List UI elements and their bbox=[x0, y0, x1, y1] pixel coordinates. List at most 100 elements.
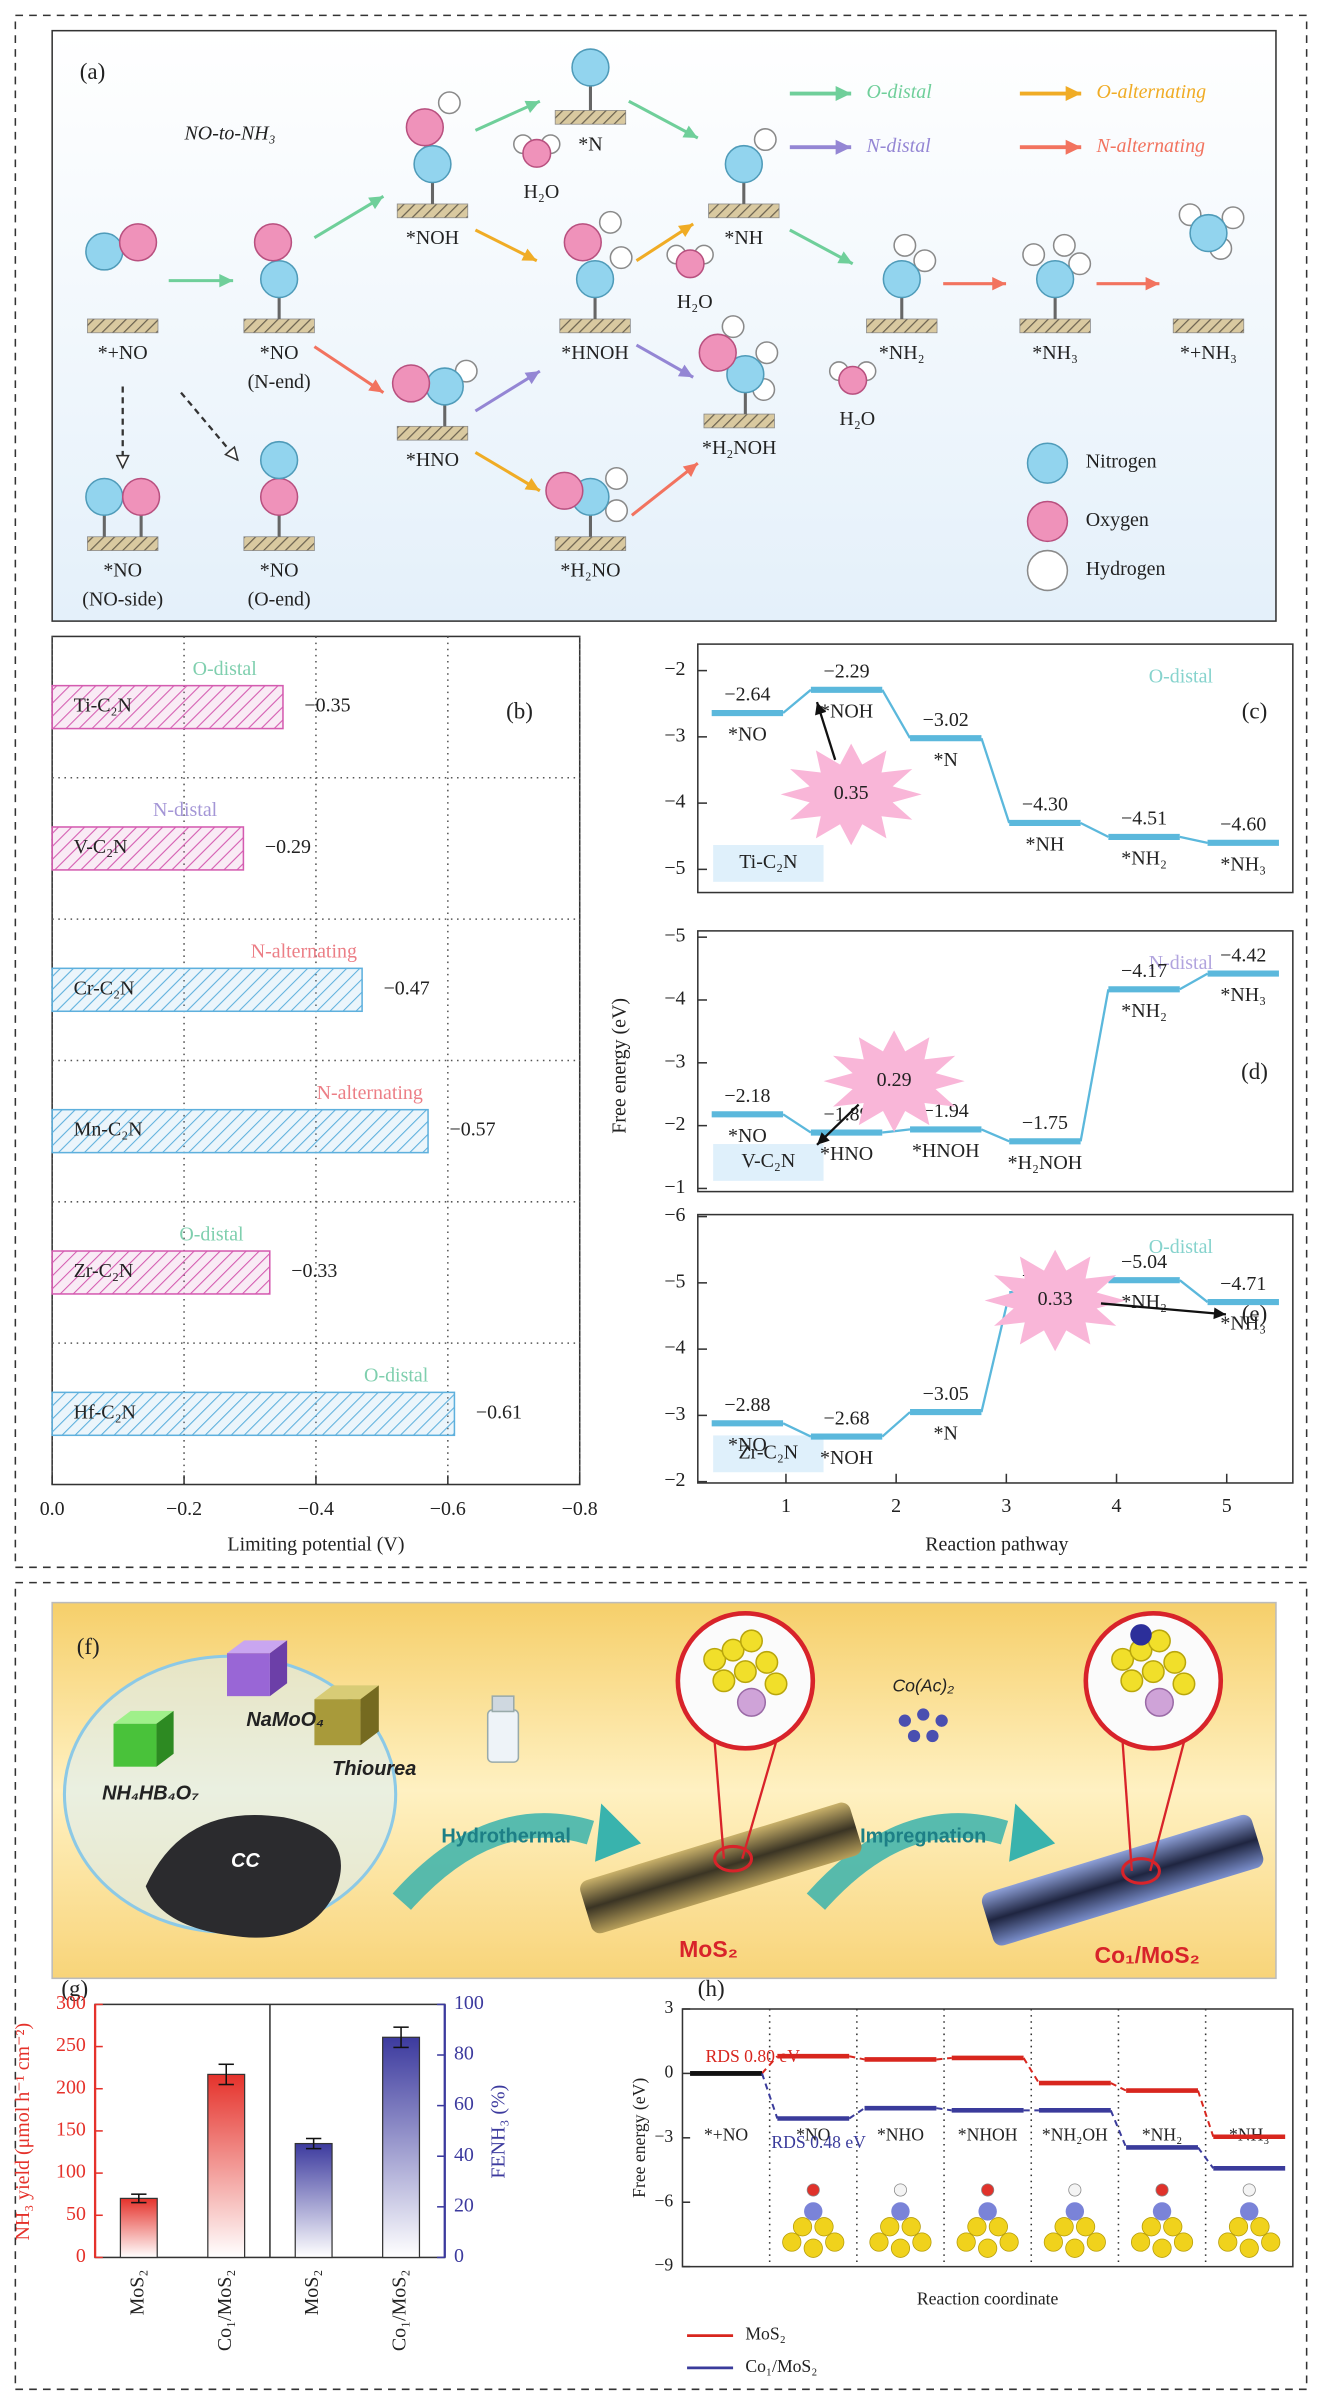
cube-top bbox=[113, 1710, 174, 1724]
sulfur-atom bbox=[1228, 2217, 1249, 2237]
barrier-label: 0.29 bbox=[877, 1069, 912, 1091]
catalyst-box bbox=[713, 1144, 824, 1181]
barrier-burst bbox=[823, 1030, 965, 1132]
panel-label: (a) bbox=[80, 59, 106, 84]
sulfur-atom bbox=[782, 2232, 802, 2252]
adsorbate bbox=[1068, 2183, 1082, 2197]
value-label: −4.42 bbox=[1220, 944, 1266, 966]
atom-legend-label: Nitrogen bbox=[1086, 451, 1157, 473]
sulfur-atom bbox=[739, 1629, 763, 1653]
substrate-label: CC bbox=[231, 1850, 260, 1872]
atom bbox=[1035, 259, 1075, 299]
error-bar bbox=[305, 2137, 322, 2150]
connector bbox=[881, 689, 912, 739]
state-label: *NO bbox=[260, 342, 299, 364]
surface bbox=[703, 413, 775, 429]
value-label: −0.33 bbox=[291, 1260, 337, 1282]
bar bbox=[51, 967, 363, 1013]
connector bbox=[1197, 2146, 1215, 2169]
panel-label: (h) bbox=[698, 1976, 725, 2001]
state-label: *N bbox=[934, 749, 958, 771]
lens-line bbox=[1121, 1742, 1133, 1872]
sulfur-atom bbox=[912, 2232, 932, 2252]
y-tick-label: −6 bbox=[664, 1204, 685, 1226]
y-tick-label: −4 bbox=[664, 988, 685, 1010]
surface bbox=[243, 536, 315, 551]
value-label: −0.57 bbox=[450, 1119, 496, 1141]
surface bbox=[554, 536, 627, 551]
state-note: (N-end) bbox=[248, 371, 311, 393]
bar bbox=[51, 826, 245, 871]
connector bbox=[761, 2073, 779, 2119]
plot-frame bbox=[697, 643, 1294, 894]
reaction-arrow-head bbox=[1145, 277, 1160, 291]
y-axis-label: Free energy (eV) bbox=[609, 998, 631, 1134]
panel-label: (c) bbox=[1242, 698, 1268, 723]
autoclave bbox=[486, 1709, 520, 1763]
adsorbate bbox=[981, 2183, 995, 2197]
x-tick-label: −0.2 bbox=[166, 1498, 202, 1520]
y-tick-label: −4 bbox=[664, 1337, 685, 1359]
value-label: −2.68 bbox=[824, 1407, 870, 1429]
atom bbox=[605, 499, 629, 523]
y-tick-label: −2 bbox=[664, 1113, 685, 1135]
state-label: *NH₃ bbox=[1220, 984, 1266, 1006]
co-dot bbox=[926, 1729, 939, 1743]
barrier-burst bbox=[984, 1249, 1126, 1352]
step-label: Hydrothermal bbox=[441, 1826, 571, 1848]
atom bbox=[753, 128, 777, 152]
state-note: (NO-side) bbox=[82, 589, 163, 611]
product-label: MoS₂ bbox=[679, 1936, 738, 1962]
connector bbox=[1179, 835, 1208, 844]
sulfur-atom bbox=[890, 2238, 911, 2258]
y-tick-label: 0 bbox=[76, 2245, 86, 2267]
y-tick-label: −5 bbox=[664, 925, 685, 947]
atom bbox=[598, 210, 622, 234]
surface bbox=[708, 203, 780, 219]
mo-atom bbox=[978, 2202, 997, 2221]
connector bbox=[980, 1128, 1010, 1143]
state-label: *N bbox=[578, 133, 602, 155]
reagent-label: Thiourea bbox=[332, 1758, 416, 1780]
lens-line bbox=[1149, 1741, 1186, 1872]
y-axis-label: NH₃ yield (μmol h⁻¹ cm⁻²) bbox=[12, 2023, 34, 2241]
connector bbox=[980, 737, 1011, 824]
legend-arrow-head bbox=[1065, 139, 1082, 155]
x-tick-label: −0.6 bbox=[430, 1498, 466, 1520]
bar bbox=[51, 1391, 456, 1437]
reaction-arrow-head bbox=[524, 371, 540, 385]
legend-label: N-distal bbox=[866, 135, 932, 157]
barrier-arrow-head bbox=[1213, 1307, 1226, 1320]
autoclave-cap bbox=[491, 1695, 515, 1713]
atom bbox=[1189, 213, 1228, 253]
atom bbox=[425, 367, 464, 406]
y-tick-label: −5 bbox=[664, 1270, 685, 1292]
error-bar bbox=[218, 2063, 234, 2086]
value-label: −4.51 bbox=[1121, 808, 1167, 830]
co-dot bbox=[935, 1714, 948, 1727]
sulfur-atom bbox=[1111, 1647, 1135, 1671]
legend-arrow-head bbox=[1065, 86, 1082, 102]
value-label: −0.47 bbox=[384, 977, 430, 999]
sulfur-atom bbox=[803, 2238, 823, 2258]
reaction-arrow-head bbox=[677, 223, 694, 238]
mo-atom bbox=[1065, 2202, 1085, 2221]
x-tick-label: 4 bbox=[1112, 1495, 1122, 1517]
reaction-arrow-head bbox=[368, 379, 384, 393]
process-arrow-head bbox=[1009, 1803, 1056, 1862]
co-dot bbox=[917, 1708, 930, 1721]
connector bbox=[980, 1293, 1011, 1413]
reaction-arrow-head bbox=[992, 277, 1007, 291]
sulfur-atom bbox=[764, 1672, 788, 1696]
atom bbox=[259, 477, 299, 517]
connector bbox=[1197, 2090, 1215, 2138]
sulfur-atom bbox=[1065, 2238, 1085, 2258]
connector bbox=[1110, 2082, 1127, 2092]
y-tick-label: −3 bbox=[664, 1050, 685, 1072]
catalyst-label: Zr-C₂N bbox=[739, 1441, 799, 1463]
side-arrow-head bbox=[115, 454, 130, 470]
sulfur-atom bbox=[825, 2232, 845, 2252]
atom bbox=[391, 364, 431, 403]
state-label: *NH₂ bbox=[1121, 847, 1167, 869]
